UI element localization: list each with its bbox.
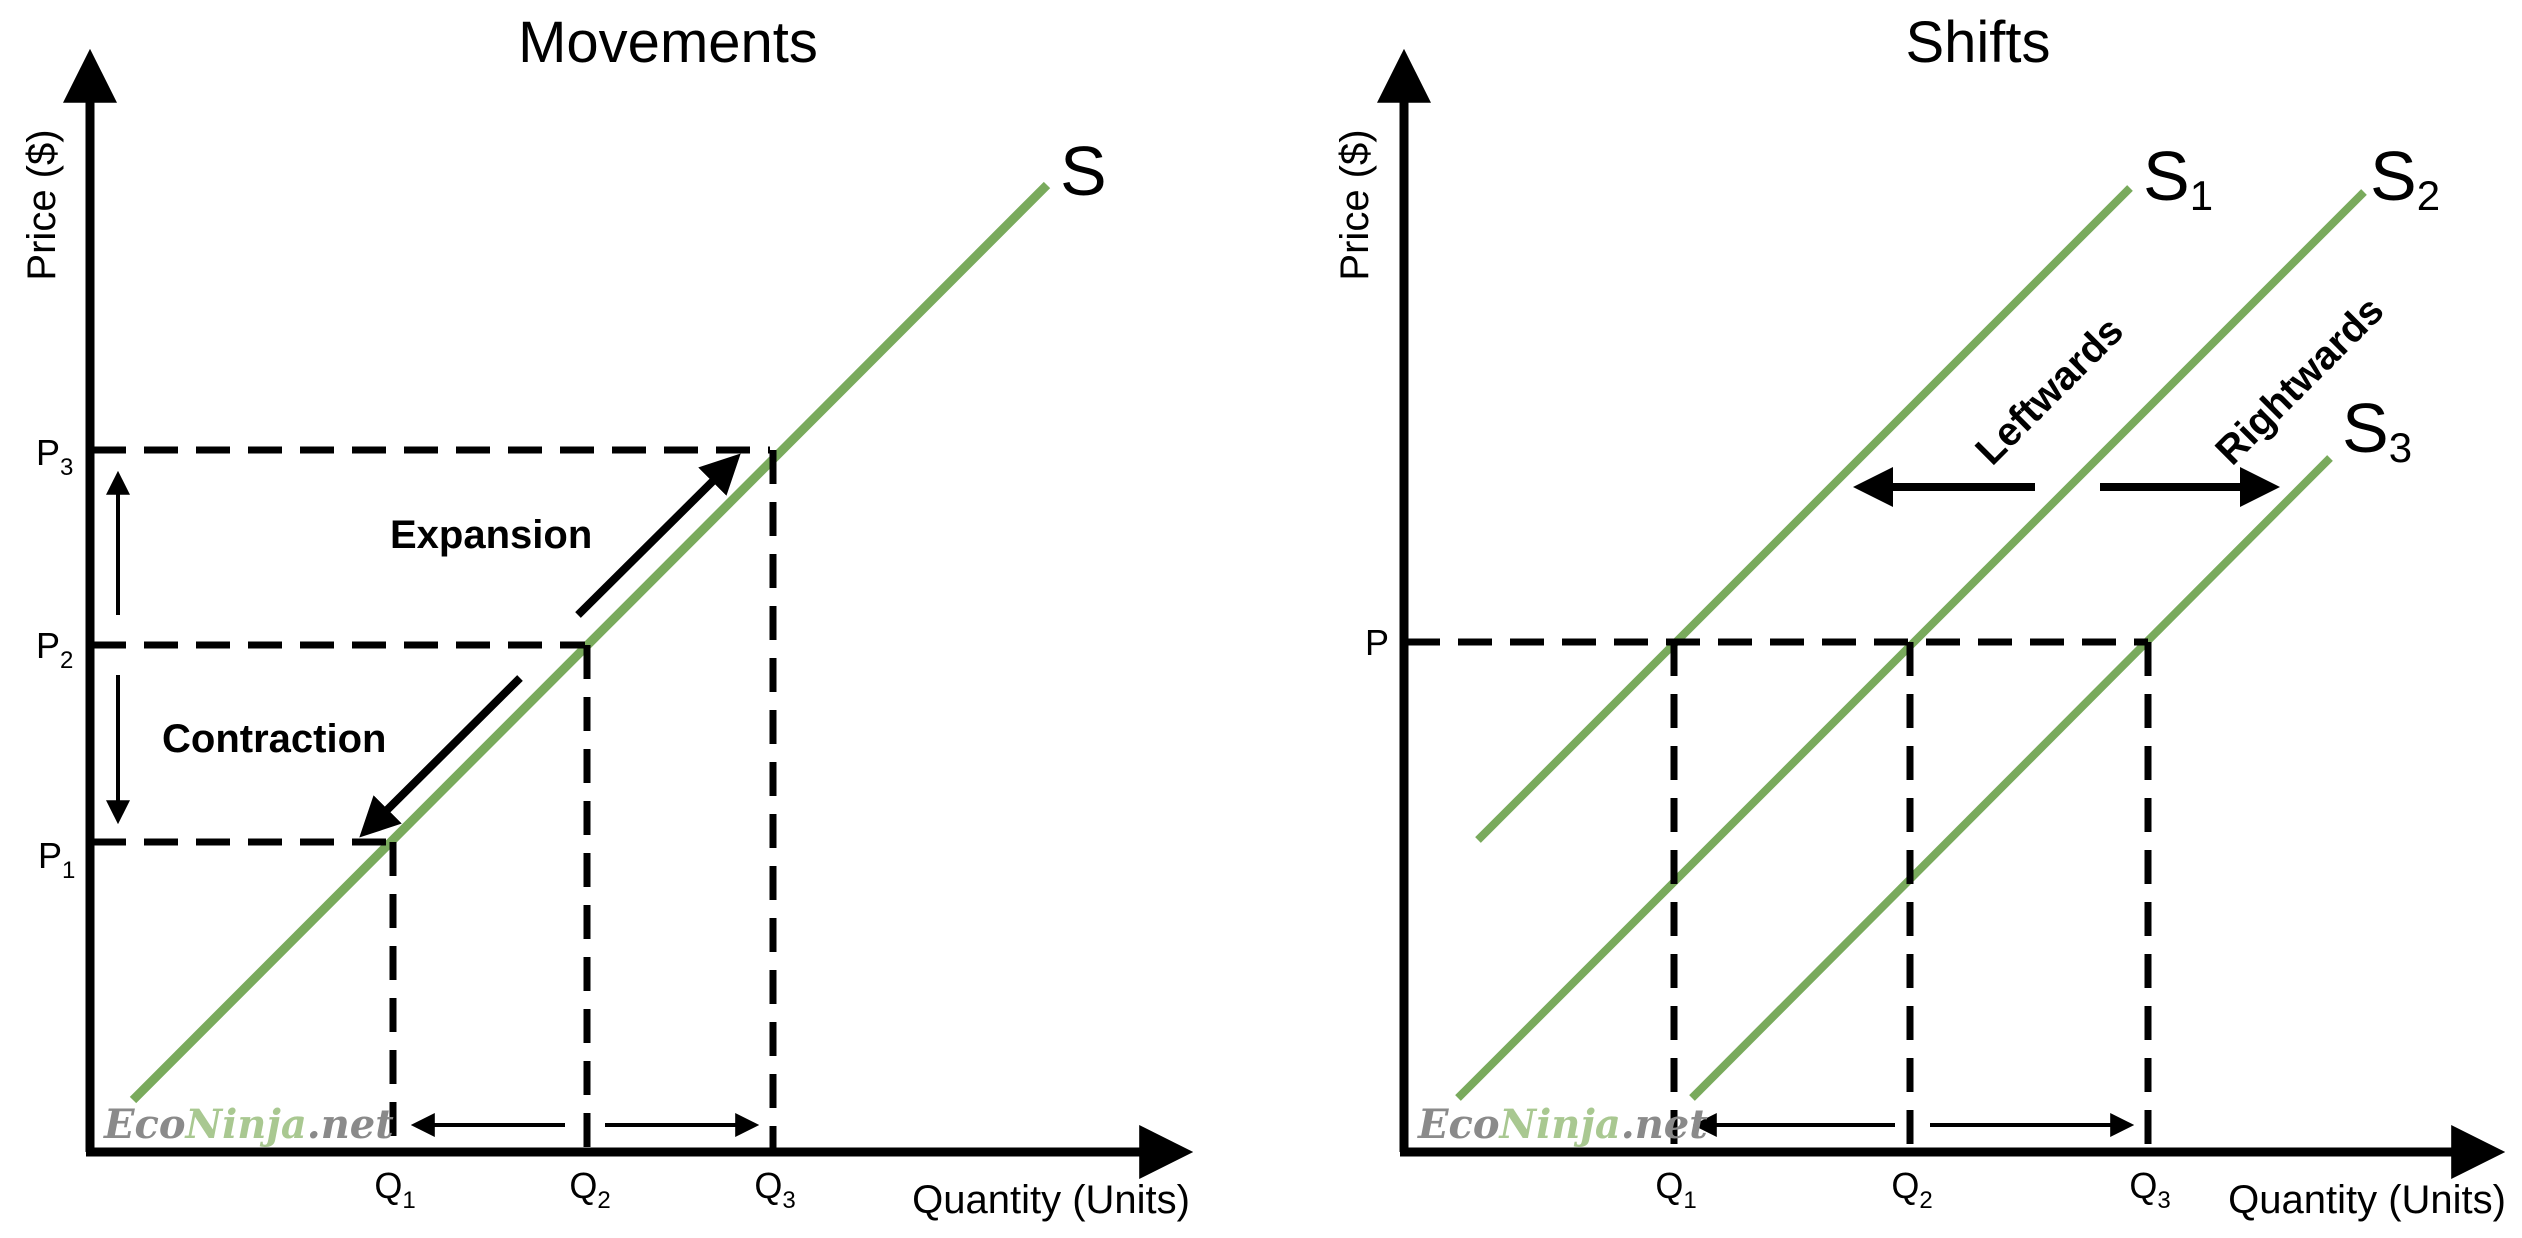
quantity-tick-q2: Q2 <box>569 1165 610 1214</box>
price-tick-p3: P3 <box>36 432 73 481</box>
supply-curve-s1-label: S1 <box>2143 137 2213 219</box>
quantity-tick-q3: Q3 <box>754 1165 795 1214</box>
right-quantity-tick-q1: Q1 <box>1655 1165 1696 1214</box>
right-panel-title: Shifts <box>1905 10 2050 75</box>
price-tick-p1: P1 <box>38 835 75 884</box>
left-panel: Movements Price ($) Quantity (Units) S P… <box>20 10 1194 1222</box>
quantity-tick-q1: Q1 <box>374 1165 415 1214</box>
right-x-axis-label: Quantity (Units) <box>2228 1178 2506 1222</box>
right-quantity-tick-q2: Q2 <box>1891 1165 1932 1214</box>
left-y-axis-label: Price ($) <box>20 129 64 280</box>
supply-curve-s <box>129 181 1051 1104</box>
supply-curve-s2-label: S2 <box>2370 137 2440 219</box>
supply-curve-s3 <box>1689 455 2333 1101</box>
expansion-arrow <box>575 453 741 618</box>
left-x-axis-label: Quantity (Units) <box>912 1178 1190 1222</box>
watermark-left: EcoNinja.net <box>103 1101 394 1148</box>
right-panel: Shifts Price ($) Quantity (Units) S1 S2 … <box>1333 10 2506 1222</box>
contraction-label: Contraction <box>162 717 386 761</box>
supply-curve-label: S <box>1060 132 1107 210</box>
price-tick-p: P <box>1365 622 1389 663</box>
watermark-right: EcoNinja.net <box>1417 1101 1708 1148</box>
supply-curve-s3-label: S3 <box>2342 389 2412 471</box>
right-y-axis-label: Price ($) <box>1333 129 1377 280</box>
left-panel-title: Movements <box>518 10 818 75</box>
expansion-label: Expansion <box>390 513 592 557</box>
contraction-arrow <box>359 675 523 838</box>
right-quantity-tick-q3: Q3 <box>2129 1165 2170 1214</box>
price-tick-p2: P2 <box>36 625 73 674</box>
supply-curve-s1 <box>1475 185 2133 843</box>
